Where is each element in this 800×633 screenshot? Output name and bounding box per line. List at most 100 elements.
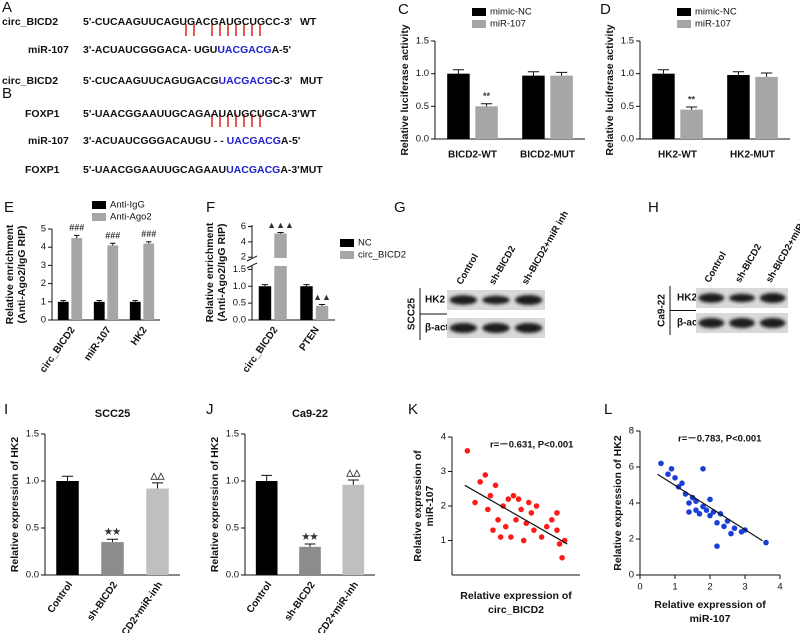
legend-label: mimic-NC <box>490 7 532 18</box>
axis-break-mark <box>246 255 258 269</box>
y-axis-label: Relative enrichment <box>4 224 16 324</box>
band <box>759 293 786 303</box>
sequence-part: UACGACG <box>227 135 281 147</box>
y-tick-label: 3 <box>41 260 46 271</box>
point <box>508 534 514 540</box>
band <box>698 318 725 328</box>
x-axis-label: Relative expression of <box>654 599 766 611</box>
sequence-part: A-5' <box>281 135 300 147</box>
error-bar <box>261 474 273 481</box>
legend-swatch <box>92 201 106 209</box>
bar <box>274 233 287 320</box>
bar <box>258 286 272 320</box>
significance: ### <box>141 229 156 239</box>
y-tick-label: 0.0 <box>416 134 429 145</box>
point <box>559 554 565 561</box>
error-bar <box>74 234 80 239</box>
error-bar <box>555 71 568 76</box>
y-tick-label: 1.5 <box>621 36 634 47</box>
point <box>668 466 675 472</box>
point <box>679 480 685 487</box>
point <box>554 510 560 516</box>
point <box>510 492 517 499</box>
sequence-part: 5'-UAACGGAAUUGCAGAAU <box>83 164 226 176</box>
error-bar <box>61 475 74 481</box>
bar <box>56 481 79 575</box>
point <box>492 482 499 489</box>
band <box>759 318 786 328</box>
sequence-part: C-3' <box>273 75 292 87</box>
point <box>731 525 738 531</box>
legend-swatch <box>92 213 106 221</box>
band <box>449 323 478 333</box>
band <box>514 295 543 305</box>
bar <box>71 238 83 320</box>
point <box>700 503 706 510</box>
point <box>543 523 550 530</box>
significance: ▲▲▲ <box>267 220 294 230</box>
sequence-part: 5'-CUCAAGUUCAGUGACGAUGCUGCC-3' <box>83 16 292 28</box>
error-bar <box>685 106 698 110</box>
point <box>700 466 706 472</box>
bar <box>57 301 69 320</box>
panel-label: L <box>604 401 612 418</box>
point <box>707 512 713 519</box>
x-tick-label: 2 <box>707 582 712 593</box>
error-bar <box>760 72 773 77</box>
y-tick-label: 1.5 <box>26 429 39 440</box>
y-tick-label: 4 <box>241 236 246 247</box>
legend-label: mimic-NC <box>695 7 737 18</box>
chart-title: Ca9-22 <box>292 408 328 420</box>
point <box>554 527 560 533</box>
point <box>485 506 491 513</box>
sequence-tag: WT <box>300 16 317 28</box>
error-bar <box>261 284 269 287</box>
error-bar <box>96 300 102 302</box>
sequence-part: 5'-UAACGGAAUUGCAGAAUAUGCUGCA-3' <box>83 108 300 120</box>
error-bar <box>347 479 359 485</box>
sequence-part: 3'-ACUAUCGGGACA- UGU <box>83 44 217 56</box>
x-tick-label: HK2-WT <box>658 150 697 161</box>
sequence-name: circ_BICD2 <box>2 75 58 87</box>
column-label: sh-BICD2 <box>733 242 764 285</box>
error-bar <box>732 71 745 75</box>
point <box>721 523 727 530</box>
correlation: r=－0.631, P<0.001 <box>490 440 574 451</box>
bar <box>129 301 141 320</box>
legend-swatch <box>340 239 354 247</box>
column-label: sh-BICD2+miR inh <box>520 209 571 287</box>
error-bar <box>146 241 152 244</box>
bar <box>299 546 321 575</box>
point <box>500 503 507 509</box>
x-tick-label: Control <box>46 580 76 616</box>
y-axis-label: Relative expression of <box>412 450 424 562</box>
y-tick-label: 0.5 <box>416 101 429 112</box>
bar <box>447 73 470 139</box>
y-tick-label: 2 <box>41 278 46 289</box>
bar <box>101 542 124 575</box>
point <box>714 520 720 526</box>
band <box>449 295 478 305</box>
y-tick-label: 0.5 <box>226 523 239 534</box>
point <box>526 499 532 506</box>
legend-label: circ_BICD2 <box>358 250 406 261</box>
point <box>703 507 710 513</box>
y-tick-label: 4 <box>629 498 634 509</box>
legend-swatch <box>340 251 354 259</box>
panel-label: G <box>394 199 406 216</box>
bar <box>550 75 573 139</box>
point <box>686 500 692 506</box>
y-axis-label: Relative expression of HK2 <box>209 437 221 573</box>
legend-swatch <box>677 20 691 28</box>
y-tick-label: 0 <box>629 570 634 581</box>
point <box>490 527 496 533</box>
fit-line <box>464 484 568 545</box>
bar <box>143 243 155 320</box>
point <box>696 511 703 517</box>
x-tick-label: 1 <box>672 582 677 593</box>
cell-line: SCC25 <box>407 297 418 330</box>
sequence-name: miR-107 <box>28 44 69 56</box>
significance: ** <box>483 91 491 101</box>
y-tick-label: 1.5 <box>226 429 239 440</box>
